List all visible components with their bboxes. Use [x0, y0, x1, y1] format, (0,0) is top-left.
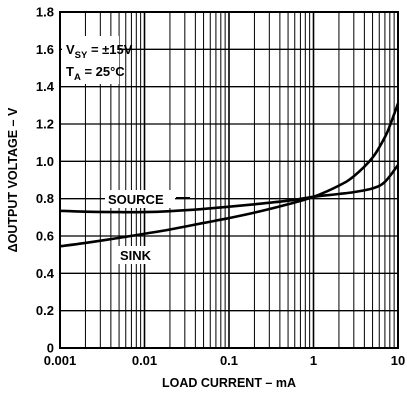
tick-labels: 0 0.2 0.4 0.6 0.8 1.0 1.2 1.4 1.6 1.8 0.001 0.01 0.1… [36, 5, 405, 369]
series-label-source: SOURCE [108, 192, 164, 207]
x-tick-label: 10 [391, 353, 405, 368]
x-tick-label: 0.01 [132, 353, 157, 368]
y-tick-label: 0.2 [36, 303, 54, 318]
y-axis-title: ΔOUTPUT VOLTAGE – V [6, 107, 20, 252]
x-axis-title: LOAD CURRENT – mA [162, 376, 296, 390]
y-tick-label: 1.6 [36, 42, 54, 57]
y-tick-label: 1.2 [36, 117, 54, 132]
supply-voltage-label: VSY = ±15V [66, 42, 133, 61]
sink-label-group: SINK [118, 246, 162, 264]
x-tick-label: 0.1 [220, 353, 238, 368]
y-tick-label: 0.4 [36, 266, 55, 281]
y-tick-label: 0 [47, 341, 54, 356]
series-label-sink: SINK [120, 248, 152, 263]
series-lines [59, 103, 400, 248]
y-tick-label: 0.8 [36, 191, 54, 206]
sink-label-background [118, 246, 162, 264]
series-line-source [59, 164, 400, 214]
plot-frame [59, 11, 399, 349]
source-label-group: SOURCE [105, 190, 190, 208]
x-tick-label: 1 [310, 353, 317, 368]
y-tick-label: 1.0 [36, 154, 54, 169]
temperature-label: TA = 25°C [66, 64, 125, 83]
y-tick-label: 1.4 [36, 79, 55, 94]
conditions-annotation: VSY = ±15V TA = 25°C [62, 36, 133, 84]
conditions-background [62, 36, 119, 84]
grid [60, 12, 398, 348]
source-label-background [105, 190, 175, 208]
y-tick-label: 0.6 [36, 229, 54, 244]
series-line-sink [59, 103, 400, 248]
x-tick-label: 0.001 [44, 353, 77, 368]
y-tick-label: 1.8 [36, 5, 54, 20]
